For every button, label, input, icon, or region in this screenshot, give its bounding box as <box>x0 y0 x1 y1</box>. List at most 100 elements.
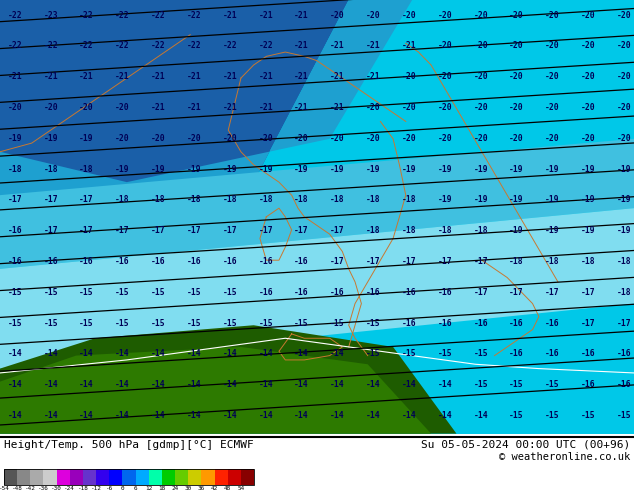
Text: -15: -15 <box>581 411 595 420</box>
Text: -20: -20 <box>437 72 452 81</box>
Text: -14: -14 <box>330 411 345 420</box>
Text: -18: -18 <box>115 196 130 204</box>
Text: -20: -20 <box>151 134 165 143</box>
Bar <box>56 469 70 485</box>
Text: -16: -16 <box>581 380 595 390</box>
Text: -20: -20 <box>617 103 631 112</box>
Text: -14: -14 <box>8 380 22 390</box>
Text: -21: -21 <box>223 103 237 112</box>
Bar <box>202 469 214 485</box>
Text: -17: -17 <box>617 318 631 328</box>
Text: -16: -16 <box>8 257 22 266</box>
Text: -19: -19 <box>581 196 595 204</box>
Text: -23: -23 <box>44 10 58 20</box>
Text: -16: -16 <box>617 380 631 390</box>
Text: -17: -17 <box>366 257 380 266</box>
Text: -21: -21 <box>187 72 202 81</box>
Text: -19: -19 <box>223 165 237 173</box>
Text: -17: -17 <box>44 196 58 204</box>
Text: -14: -14 <box>151 411 165 420</box>
Bar <box>175 469 188 485</box>
Text: -17: -17 <box>402 257 417 266</box>
Text: -20: -20 <box>581 41 595 50</box>
Text: -21: -21 <box>8 72 22 81</box>
Text: -42: -42 <box>25 486 36 490</box>
Bar <box>162 469 175 485</box>
Text: -21: -21 <box>294 72 309 81</box>
Text: 48: 48 <box>224 486 231 490</box>
Text: -20: -20 <box>366 10 380 20</box>
Text: -18: -18 <box>402 226 417 235</box>
Text: -22: -22 <box>79 10 94 20</box>
Text: -20: -20 <box>509 134 524 143</box>
Text: -20: -20 <box>617 72 631 81</box>
Text: © weatheronline.co.uk: © weatheronline.co.uk <box>499 452 630 463</box>
Bar <box>188 469 202 485</box>
Text: -22: -22 <box>44 41 58 50</box>
Text: -14: -14 <box>44 349 58 359</box>
Bar <box>241 469 254 485</box>
Polygon shape <box>0 0 349 225</box>
Text: -16: -16 <box>330 288 345 297</box>
Text: -15: -15 <box>79 318 94 328</box>
Text: -14: -14 <box>437 380 452 390</box>
Text: -16: -16 <box>259 257 273 266</box>
Bar <box>30 469 44 485</box>
Text: -20: -20 <box>617 10 631 20</box>
Text: -22: -22 <box>115 10 130 20</box>
Text: -18: -18 <box>509 257 524 266</box>
Text: -17: -17 <box>223 226 237 235</box>
Text: -21: -21 <box>294 10 309 20</box>
Text: -16: -16 <box>44 257 58 266</box>
Text: -19: -19 <box>115 165 130 173</box>
Text: -17: -17 <box>151 226 165 235</box>
Text: -20: -20 <box>402 10 417 20</box>
Text: -20: -20 <box>545 72 560 81</box>
Text: -16: -16 <box>617 349 631 359</box>
Text: -17: -17 <box>8 196 22 204</box>
Text: Height/Temp. 500 hPa [gdmp][°C] ECMWF: Height/Temp. 500 hPa [gdmp][°C] ECMWF <box>4 440 254 450</box>
Text: -14: -14 <box>223 411 237 420</box>
Text: 36: 36 <box>198 486 205 490</box>
Text: -15: -15 <box>366 349 380 359</box>
Text: -20: -20 <box>474 72 488 81</box>
Text: -48: -48 <box>11 486 23 490</box>
Text: -21: -21 <box>259 103 273 112</box>
Text: -14: -14 <box>223 380 237 390</box>
Text: -20: -20 <box>509 103 524 112</box>
Text: -14: -14 <box>151 380 165 390</box>
Text: -20: -20 <box>545 10 560 20</box>
Text: -18: -18 <box>545 257 560 266</box>
Text: -14: -14 <box>187 349 202 359</box>
Text: -18: -18 <box>330 196 345 204</box>
Text: -16: -16 <box>402 318 417 328</box>
Bar <box>109 469 122 485</box>
Text: -21: -21 <box>366 72 380 81</box>
Text: -17: -17 <box>545 288 560 297</box>
Text: -16: -16 <box>437 288 452 297</box>
Text: -14: -14 <box>79 380 94 390</box>
Bar <box>4 469 17 485</box>
Text: -20: -20 <box>223 134 237 143</box>
Text: -21: -21 <box>151 72 165 81</box>
Text: -18: -18 <box>223 196 237 204</box>
Text: -15: -15 <box>8 318 22 328</box>
Text: -19: -19 <box>8 134 22 143</box>
Text: -21: -21 <box>294 103 309 112</box>
Text: -14: -14 <box>294 380 309 390</box>
Text: -19: -19 <box>437 196 452 204</box>
Text: -18: -18 <box>187 196 202 204</box>
Text: -20: -20 <box>509 41 524 50</box>
Text: -19: -19 <box>474 196 488 204</box>
Text: -16: -16 <box>509 318 524 328</box>
Text: -20: -20 <box>509 10 524 20</box>
Text: -20: -20 <box>617 134 631 143</box>
Text: -16: -16 <box>402 288 417 297</box>
Text: -14: -14 <box>187 411 202 420</box>
Bar <box>228 469 241 485</box>
Text: -19: -19 <box>617 226 631 235</box>
Text: Su 05-05-2024 00:00 UTC (00+96): Su 05-05-2024 00:00 UTC (00+96) <box>421 440 630 450</box>
Text: -16: -16 <box>115 257 130 266</box>
Text: -15: -15 <box>8 288 22 297</box>
Text: -19: -19 <box>187 165 202 173</box>
